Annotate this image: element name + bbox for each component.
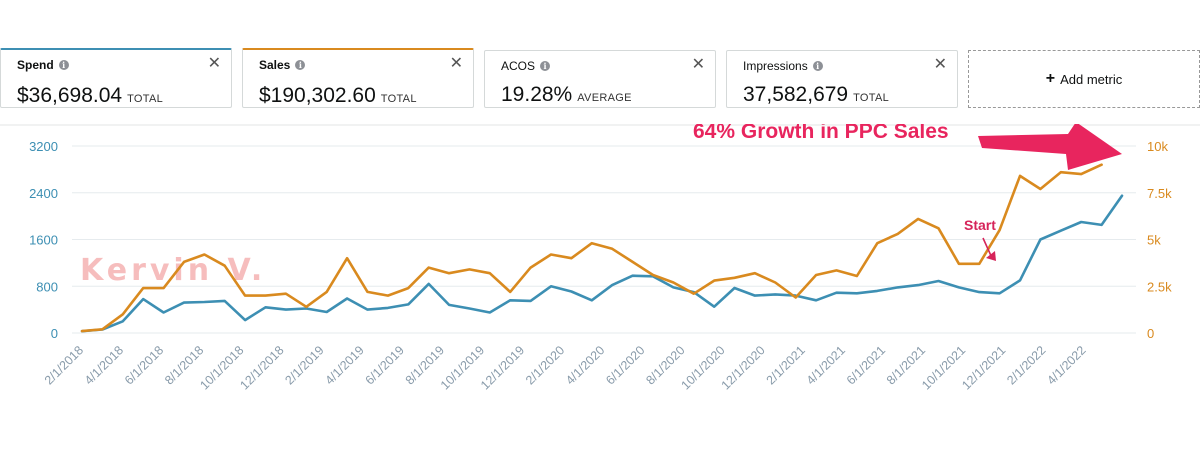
line-chart: 080016002400320002.5k5k7.5k10k2/1/20184/… (0, 124, 1200, 392)
y-tick-right: 7.5k (1147, 186, 1172, 201)
add-metric-label: Add metric (1060, 71, 1123, 87)
x-tick: 6/1/2019 (363, 343, 407, 387)
x-tick: 2/1/2019 (282, 343, 326, 387)
x-tick: 4/1/2021 (804, 343, 848, 387)
metric-card-acos[interactable]: ACOS i ✕ 19.28% AVERAGE (484, 50, 716, 108)
start-label: Start (964, 217, 996, 233)
info-icon[interactable]: i (58, 60, 69, 70)
metric-value: $190,302.60 TOTAL (259, 84, 417, 107)
metric-value: 19.28% AVERAGE (501, 83, 632, 106)
plus-icon: + (1045, 70, 1056, 87)
info-icon[interactable]: i (812, 61, 823, 71)
x-tick: 6/1/2018 (122, 343, 166, 387)
x-tick: 2/1/2022 (1004, 343, 1048, 387)
y-tick-left: 800 (36, 279, 58, 294)
start-arrow-head (986, 251, 996, 261)
metric-card-sales[interactable]: Sales i ✕ $190,302.60 TOTAL (242, 48, 474, 108)
x-tick: 12/1/2018 (237, 343, 286, 392)
annotation-text: 64% Growth in PPC Sales (693, 124, 949, 143)
add-metric-button[interactable]: + Add metric (968, 50, 1200, 108)
watermark-text: Kervin V. (80, 253, 266, 288)
x-tick: 12/1/2021 (959, 343, 1008, 392)
metric-card-impressions[interactable]: Impressions i ✕ 37,582,679 TOTAL (726, 50, 958, 108)
x-tick: 4/1/2018 (82, 343, 126, 387)
series-line-sales (80, 163, 1103, 333)
close-icon[interactable]: ✕ (207, 55, 221, 72)
metric-value: $36,698.04 TOTAL (17, 84, 164, 107)
close-icon[interactable]: ✕ (691, 56, 705, 73)
x-tick: 6/1/2020 (603, 343, 647, 387)
y-tick-left: 0 (51, 326, 58, 341)
y-tick-left: 1600 (29, 233, 58, 248)
info-icon[interactable]: i (295, 60, 306, 70)
y-tick-left: 2400 (29, 186, 58, 201)
close-icon[interactable]: ✕ (449, 55, 463, 72)
x-tick: 2/1/2020 (523, 343, 567, 387)
y-tick-right: 10k (1147, 139, 1168, 154)
x-tick: 2/1/2018 (42, 343, 86, 387)
metric-value: 37,582,679 TOTAL (743, 83, 890, 106)
x-tick: 4/1/2020 (563, 343, 607, 387)
metric-label: Sales i (259, 58, 306, 72)
y-tick-right: 0 (1147, 326, 1154, 341)
x-tick: 6/1/2021 (844, 343, 888, 387)
y-tick-left: 3200 (29, 139, 58, 154)
x-tick: 4/1/2022 (1044, 343, 1088, 387)
metric-card-spend[interactable]: Spend i ✕ $36,698.04 TOTAL (0, 48, 232, 108)
metric-label: Impressions i (743, 59, 823, 73)
series-line-spend (80, 194, 1124, 333)
x-tick: 12/1/2020 (719, 343, 768, 392)
y-tick-right: 5k (1147, 233, 1161, 248)
annotation-arrow (978, 124, 1122, 170)
info-icon[interactable]: i (540, 61, 551, 71)
x-tick: 12/1/2019 (478, 343, 527, 392)
close-icon[interactable]: ✕ (933, 56, 947, 73)
x-tick: 2/1/2021 (764, 343, 808, 387)
metric-label: ACOS i (501, 59, 551, 73)
chart-panel: 0 800 1600 2400 3200 0 2.5k 5k 7.5k 10k 2/1/2018 4/… (0, 124, 1200, 461)
y-tick-right: 2.5k (1147, 279, 1172, 294)
x-tick: 4/1/2019 (323, 343, 367, 387)
metric-label: Spend i (17, 58, 69, 72)
metric-cards: Spend i ✕ $36,698.04 TOTAL Sales i ✕ $190,3… (0, 48, 1200, 110)
